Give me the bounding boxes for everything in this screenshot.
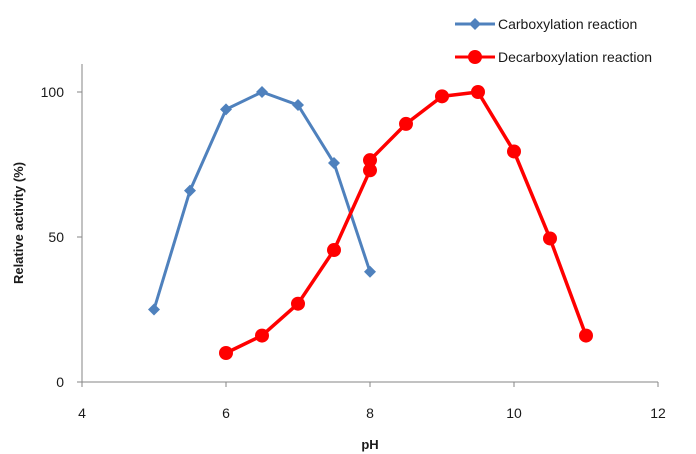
- carboxylation-point: [256, 86, 268, 98]
- carboxylation-point: [292, 99, 304, 112]
- carboxylation-point: [148, 303, 160, 316]
- decarboxylation-point: [471, 85, 485, 99]
- carboxylation-point: [364, 265, 376, 278]
- x-tick-label: 8: [366, 405, 374, 421]
- decarboxylation-line: [225, 90, 588, 355]
- x-tick-label: 6: [222, 405, 230, 421]
- decarboxylation-point: [255, 328, 269, 343]
- decarboxylation-point: [399, 116, 413, 131]
- carboxylation-point: [220, 103, 232, 116]
- carboxylation-series: [148, 86, 376, 316]
- plot-area: [148, 85, 593, 360]
- decarboxylation-point: [291, 296, 305, 311]
- y-tick-label: 50: [48, 229, 64, 245]
- legend-marker: [468, 50, 482, 64]
- decarboxylation-point: [579, 328, 593, 343]
- decarboxylation-point: [219, 346, 233, 360]
- decarboxylation-point: [543, 231, 557, 246]
- legend: Carboxylation reaction Decarboxylation re…: [455, 16, 652, 65]
- x-tick-label: 12: [650, 405, 666, 421]
- decarboxylation-point: [507, 144, 521, 159]
- y-axis-ticks: 0 50 100: [41, 84, 82, 390]
- y-tick-label: 0: [56, 374, 64, 390]
- decarboxylation-point: [327, 243, 341, 258]
- carboxylation-point: [328, 157, 340, 170]
- legend-label: Carboxylation reaction: [498, 16, 637, 32]
- x-tick-label: 10: [506, 405, 522, 421]
- decarboxylation-point: [435, 89, 449, 104]
- carboxylation-line: [152, 90, 372, 310]
- decarboxylation-point: [363, 153, 377, 168]
- axes: 4 6 8 10 12 0 50 100: [41, 64, 666, 421]
- x-axis-ticks: 4 6 8 10 12: [78, 382, 666, 421]
- legend-marker: [469, 18, 481, 30]
- decarboxylation-point: [363, 163, 377, 178]
- decarboxylation-series: [219, 85, 593, 360]
- legend-label: Decarboxylation reaction: [498, 49, 652, 65]
- y-tick-label: 100: [41, 84, 65, 100]
- legend-item-carboxylation: Carboxylation reaction: [455, 16, 637, 32]
- legend-item-decarboxylation: Decarboxylation reaction: [455, 49, 652, 65]
- carboxylation-point: [184, 184, 196, 197]
- y-axis-title: Relative activity (%): [11, 162, 26, 284]
- x-axis-title: pH: [361, 437, 378, 452]
- x-tick-label: 4: [78, 405, 86, 421]
